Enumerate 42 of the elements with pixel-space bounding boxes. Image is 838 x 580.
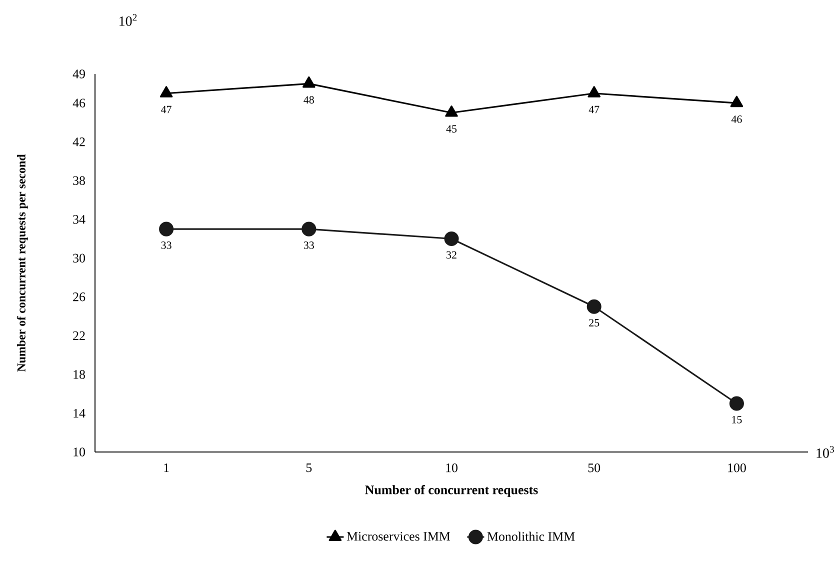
point [302,222,316,236]
data-label: 45 [446,125,457,133]
y-axis-title: Number of concurrent requests per second [16,154,28,372]
y-tick-label: 18 [74,370,86,379]
text: 10$^{2}$ [120,14,137,26]
text: 10$^{3}$ [816,446,834,458]
data-label: 48 [304,96,314,104]
data-label: 33 [161,242,172,249]
x-tick-label: 1 [164,463,169,472]
point [160,86,173,98]
y-tick-label: 14 [74,408,86,418]
y-tick-label: 42 [72,138,85,146]
data-label: 25 [589,319,600,326]
point [302,76,316,88]
y-tick-label: 34 [73,215,86,224]
data-label: 47 [588,106,600,114]
y-tick-label: 30 [73,254,86,263]
x-tick-label: 50 [588,463,600,472]
data-label: 32 [446,251,456,259]
data-label: 33 [304,242,314,249]
point [444,231,459,246]
point [588,86,601,98]
point [159,222,174,236]
data-label: 15 [732,416,742,424]
y-tick-label: 49 [72,70,85,78]
x-tick-label: 5 [306,463,312,472]
legend-label: Microservices IMM [346,532,450,541]
x-axis-title: Number of concurrent requests [365,485,538,497]
y-tick-label: 10 [74,448,86,456]
data-label: 47 [161,106,172,114]
y-tick-label: 26 [73,292,86,302]
y-tick-label: 38 [73,176,86,185]
x-tick-label: 100 [728,463,746,472]
point [586,299,602,314]
y-tick-label: 46 [72,98,86,108]
legend-label: Monolithic IMM [487,532,575,541]
point [730,96,744,108]
data-label: 46 [731,116,742,123]
point [445,105,458,117]
point [729,396,744,411]
x-tick-label: 10 [446,463,458,472]
y-tick-label: 22 [73,331,85,340]
